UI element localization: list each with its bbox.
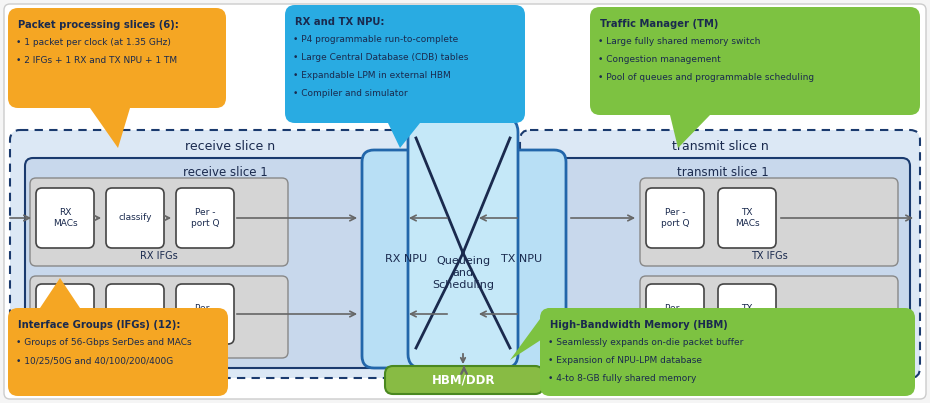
Text: TX
MACs: TX MACs bbox=[735, 304, 759, 324]
FancyBboxPatch shape bbox=[590, 7, 920, 115]
FancyBboxPatch shape bbox=[30, 276, 288, 358]
Text: receive slice 1: receive slice 1 bbox=[182, 166, 268, 179]
Text: HBM/DDR: HBM/DDR bbox=[432, 374, 496, 386]
Text: • Expandable LPM in external HBM: • Expandable LPM in external HBM bbox=[293, 71, 451, 80]
FancyBboxPatch shape bbox=[646, 188, 704, 248]
Polygon shape bbox=[670, 115, 710, 148]
Text: • 10/25/50G and 40/100/200/400G: • 10/25/50G and 40/100/200/400G bbox=[16, 356, 173, 365]
FancyBboxPatch shape bbox=[8, 308, 228, 396]
Text: classify: classify bbox=[118, 310, 152, 318]
Polygon shape bbox=[40, 278, 80, 308]
FancyBboxPatch shape bbox=[36, 188, 94, 248]
FancyBboxPatch shape bbox=[36, 284, 94, 344]
FancyBboxPatch shape bbox=[385, 366, 543, 394]
FancyBboxPatch shape bbox=[646, 284, 704, 344]
FancyBboxPatch shape bbox=[640, 178, 898, 266]
Text: RX
MACs: RX MACs bbox=[53, 208, 77, 228]
FancyBboxPatch shape bbox=[25, 158, 425, 368]
Text: classify: classify bbox=[118, 214, 152, 222]
FancyBboxPatch shape bbox=[540, 308, 915, 396]
Text: Per -
port Q: Per - port Q bbox=[191, 208, 219, 228]
Text: TX IFGs: TX IFGs bbox=[751, 251, 788, 261]
FancyBboxPatch shape bbox=[640, 276, 898, 358]
Text: High-Bandwidth Memory (HBM): High-Bandwidth Memory (HBM) bbox=[550, 320, 728, 330]
Text: RX and TX NPU:: RX and TX NPU: bbox=[295, 17, 384, 27]
Text: Per -
port Q: Per - port Q bbox=[191, 304, 219, 324]
Text: • Large fully shared memory switch: • Large fully shared memory switch bbox=[598, 37, 761, 46]
FancyBboxPatch shape bbox=[176, 188, 234, 248]
Text: transmit slice 1: transmit slice 1 bbox=[677, 166, 768, 179]
Text: TX
MACs: TX MACs bbox=[735, 208, 759, 228]
Text: • 2 IFGs + 1 RX and TX NPU + 1 TM: • 2 IFGs + 1 RX and TX NPU + 1 TM bbox=[16, 56, 177, 65]
Text: transmit slice n: transmit slice n bbox=[671, 139, 768, 152]
Text: RX IFGs: RX IFGs bbox=[140, 251, 178, 261]
Text: • Groups of 56-Gbps SerDes and MACs: • Groups of 56-Gbps SerDes and MACs bbox=[16, 338, 192, 347]
FancyBboxPatch shape bbox=[520, 130, 920, 378]
FancyBboxPatch shape bbox=[176, 284, 234, 344]
FancyBboxPatch shape bbox=[285, 5, 525, 123]
Text: • Seamlessly expands on-die packet buffer: • Seamlessly expands on-die packet buffe… bbox=[548, 338, 743, 347]
Text: Queueing
and
Scheduling: Queueing and Scheduling bbox=[432, 256, 494, 290]
Text: • Compiler and simulator: • Compiler and simulator bbox=[293, 89, 407, 98]
Text: Interface Groups (IFGs) (12):: Interface Groups (IFGs) (12): bbox=[18, 320, 180, 330]
Text: • P4 programmable run-to-complete: • P4 programmable run-to-complete bbox=[293, 35, 458, 44]
FancyBboxPatch shape bbox=[535, 158, 910, 368]
FancyBboxPatch shape bbox=[718, 284, 776, 344]
Text: • Pool of queues and programmable scheduling: • Pool of queues and programmable schedu… bbox=[598, 73, 814, 82]
FancyBboxPatch shape bbox=[362, 150, 450, 368]
Text: Per -
port Q: Per - port Q bbox=[660, 208, 689, 228]
Text: • Expansion of NPU-LPM database: • Expansion of NPU-LPM database bbox=[548, 356, 702, 365]
FancyBboxPatch shape bbox=[718, 188, 776, 248]
FancyBboxPatch shape bbox=[10, 130, 450, 378]
FancyBboxPatch shape bbox=[106, 284, 164, 344]
FancyBboxPatch shape bbox=[106, 188, 164, 248]
FancyBboxPatch shape bbox=[8, 8, 226, 108]
FancyBboxPatch shape bbox=[478, 150, 566, 368]
FancyBboxPatch shape bbox=[4, 4, 926, 399]
Text: receive slice n: receive slice n bbox=[185, 139, 275, 152]
Text: Traffic Manager (TM): Traffic Manager (TM) bbox=[600, 19, 718, 29]
Text: TX NPU: TX NPU bbox=[501, 254, 542, 264]
Text: • 4-to 8-GB fully shared memory: • 4-to 8-GB fully shared memory bbox=[548, 374, 697, 383]
Text: • 1 packet per clock (at 1.35 GHz): • 1 packet per clock (at 1.35 GHz) bbox=[16, 38, 171, 47]
FancyBboxPatch shape bbox=[408, 118, 518, 368]
Text: Packet processing slices (6):: Packet processing slices (6): bbox=[18, 20, 179, 30]
Polygon shape bbox=[90, 108, 130, 148]
Text: Per -
port Q: Per - port Q bbox=[660, 304, 689, 324]
Text: RX
MACs: RX MACs bbox=[53, 304, 77, 324]
FancyBboxPatch shape bbox=[30, 178, 288, 266]
Polygon shape bbox=[510, 308, 590, 360]
Text: RX NPU: RX NPU bbox=[385, 254, 427, 264]
Text: • Congestion management: • Congestion management bbox=[598, 55, 721, 64]
Text: • Large Central Database (CDB) tables: • Large Central Database (CDB) tables bbox=[293, 53, 469, 62]
Polygon shape bbox=[388, 123, 420, 148]
